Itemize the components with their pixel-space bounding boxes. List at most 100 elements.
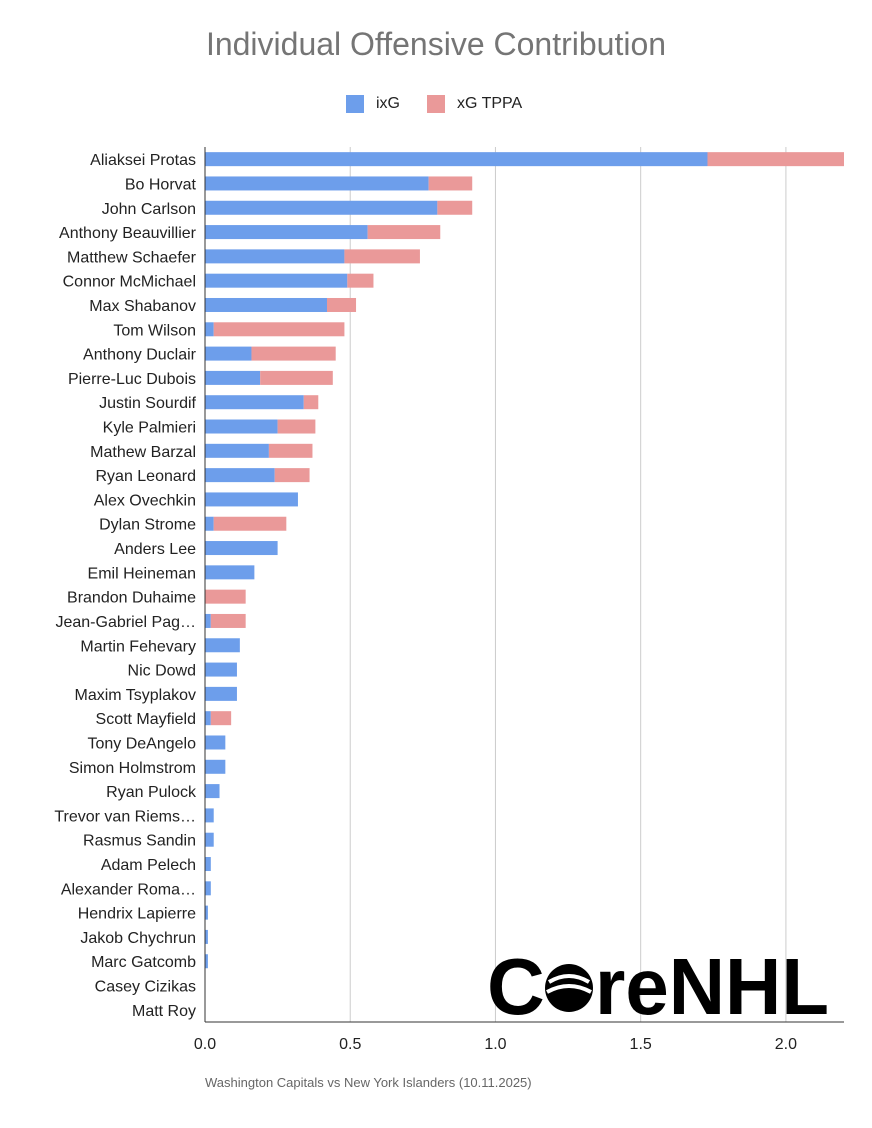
category-label-14: Alex Ovechkin [94, 492, 196, 509]
legend-label-xg-tppa: xG TPPA [457, 95, 523, 112]
bar-ixg-29 [205, 857, 211, 872]
corenhl-logo: C reNHL [487, 942, 837, 1033]
category-label-11: Kyle Palmieri [103, 420, 196, 437]
bar-ixg-31 [205, 905, 208, 920]
category-label-22: Maxim Tsyplakov [74, 687, 196, 704]
bar-ixg-21 [205, 662, 237, 677]
bar-xg-tppa-8 [251, 346, 336, 361]
bar-ixg-23 [205, 711, 211, 726]
category-label-12: Mathew Barzal [90, 444, 196, 461]
category-label-3: Anthony Beauvillier [59, 225, 197, 242]
category-label-9: Pierre-Luc Dubois [68, 371, 196, 388]
bar-xg-tppa-2 [437, 200, 473, 215]
category-label-30: Alexander Roma… [61, 881, 196, 898]
bar-ixg-32 [205, 929, 208, 944]
bar-ixg-13 [205, 468, 275, 483]
category-label-5: Connor McMichael [63, 274, 196, 291]
bar-ixg-5 [205, 273, 348, 288]
bar-xg-tppa-12 [268, 443, 313, 458]
bar-ixg-10 [205, 395, 304, 410]
x-tick-label-3: 1.5 [630, 1036, 652, 1053]
category-label-0: Aliaksei Protas [90, 152, 196, 169]
bar-ixg-9 [205, 370, 261, 385]
legend-swatch-xg-tppa [427, 95, 445, 113]
bar-ixg-14 [205, 492, 298, 507]
x-tick-label-2: 1.0 [484, 1036, 506, 1053]
bar-ixg-17 [205, 565, 255, 580]
bar-ixg-2 [205, 200, 438, 215]
category-label-17: Emil Heineman [88, 565, 196, 582]
x-tick-label-0: 0.0 [194, 1036, 216, 1053]
bar-ixg-0 [205, 152, 708, 167]
bar-ixg-11 [205, 419, 278, 434]
bar-xg-tppa-13 [274, 468, 310, 483]
legend-item-xg-tppa[interactable]: xG TPPA [427, 94, 522, 114]
category-label-23: Scott Mayfield [96, 711, 196, 728]
category-label-27: Trevor van Riems… [54, 808, 196, 825]
bar-ixg-28 [205, 832, 214, 847]
bar-xg-tppa-23 [210, 711, 232, 726]
category-label-34: Casey Cizikas [95, 979, 196, 996]
bar-xg-tppa-5 [347, 273, 374, 288]
category-label-24: Tony DeAngelo [87, 735, 196, 752]
bar-ixg-20 [205, 638, 240, 653]
category-label-4: Matthew Schaefer [67, 249, 197, 266]
bar-xg-tppa-3 [367, 225, 441, 240]
bar-ixg-12 [205, 443, 269, 458]
category-label-21: Nic Dowd [128, 663, 196, 680]
category-label-19: Jean-Gabriel Pag… [55, 614, 196, 631]
category-label-32: Jakob Chychrun [80, 930, 196, 947]
category-label-18: Brandon Duhaime [67, 590, 196, 607]
bar-ixg-6 [205, 297, 327, 312]
bar-ixg-15 [205, 516, 214, 531]
category-label-29: Adam Pelech [101, 857, 196, 874]
bar-xg-tppa-9 [260, 370, 333, 385]
category-label-15: Dylan Strome [99, 517, 196, 534]
category-label-7: Tom Wilson [113, 322, 196, 339]
category-label-10: Justin Sourdif [99, 395, 196, 412]
category-label-2: John Carlson [102, 201, 196, 218]
legend-label-ixg: ixG [376, 95, 400, 112]
category-label-33: Marc Gatcomb [91, 954, 196, 971]
bar-xg-tppa-18 [205, 589, 246, 604]
bar-ixg-8 [205, 346, 252, 361]
bar-ixg-24 [205, 735, 226, 750]
bar-ixg-16 [205, 541, 278, 556]
x-tick-label-4: 2.0 [775, 1036, 797, 1053]
bar-xg-tppa-19 [210, 613, 246, 628]
bar-xg-tppa-6 [326, 297, 357, 312]
bar-xg-tppa-4 [344, 249, 420, 264]
bar-ixg-22 [205, 686, 237, 701]
x-tick-label-1: 0.5 [339, 1036, 361, 1053]
category-label-1: Bo Horvat [125, 176, 197, 193]
logo-letter-c: C [487, 948, 545, 1028]
chart-title: Individual Offensive Contribution [205, 26, 667, 62]
legend-item-ixg[interactable]: ixG [346, 94, 400, 114]
logo-graphic: C reNHL [487, 942, 829, 1031]
bar-xg-tppa-1 [428, 176, 473, 191]
bar-xg-tppa-7 [213, 322, 345, 337]
category-label-20: Martin Fehevary [80, 638, 196, 655]
bar-ixg-19 [205, 613, 211, 628]
bar-ixg-4 [205, 249, 345, 264]
bar-ixg-33 [205, 954, 208, 969]
category-label-35: Matt Roy [132, 1003, 196, 1020]
category-label-26: Ryan Pulock [106, 784, 197, 801]
bar-ixg-26 [205, 784, 220, 799]
category-label-8: Anthony Duclair [83, 347, 197, 364]
bar-ixg-30 [205, 881, 211, 896]
category-label-16: Anders Lee [114, 541, 196, 558]
bar-xg-tppa-15 [213, 516, 287, 531]
category-label-28: Rasmus Sandin [83, 833, 196, 850]
legend-swatch-ixg [346, 95, 364, 113]
bar-xg-tppa-0 [707, 152, 844, 167]
category-label-31: Hendrix Lapierre [78, 906, 196, 923]
bar-ixg-27 [205, 808, 214, 823]
chart-footnote: Washington Capitals vs New York Islander… [205, 1075, 532, 1090]
category-label-25: Simon Holmstrom [69, 760, 196, 777]
bar-ixg-25 [205, 759, 226, 774]
bar-xg-tppa-10 [303, 395, 319, 410]
logo-text: reNHL [595, 948, 829, 1028]
bar-ixg-1 [205, 176, 429, 191]
